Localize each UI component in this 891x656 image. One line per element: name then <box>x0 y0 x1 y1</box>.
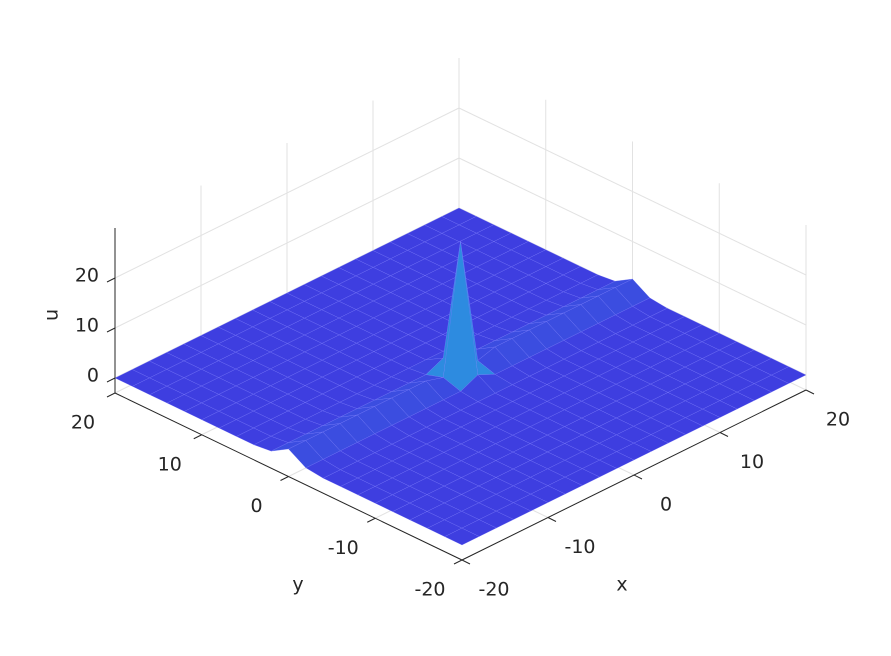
x-tick-label: -10 <box>564 536 595 558</box>
x-tick-label: 10 <box>740 451 764 473</box>
y-tick-label: 20 <box>71 412 95 434</box>
x-tick <box>547 517 557 522</box>
x-axis-label: x <box>616 574 627 596</box>
z-tick <box>106 277 116 283</box>
x-tick-label: 20 <box>826 409 850 431</box>
z-tick <box>106 377 116 383</box>
grid-line <box>458 107 807 276</box>
x-tick <box>633 474 643 480</box>
x-tick <box>805 389 815 395</box>
surface-patch <box>444 527 480 546</box>
x-tick <box>719 432 729 437</box>
grid-line <box>114 107 460 279</box>
x-tick-label: 0 <box>660 494 672 516</box>
x-tick <box>461 559 471 565</box>
z-tick-label: 20 <box>75 265 99 287</box>
x-tick-label: -20 <box>478 579 509 601</box>
y-axis-label: y <box>292 574 303 596</box>
y-tick-label: 10 <box>158 453 182 475</box>
z-axis-label: u <box>41 309 63 321</box>
grid-line <box>114 157 460 329</box>
z-tick-label: 0 <box>87 365 99 387</box>
y-tick <box>193 434 202 440</box>
y-tick <box>280 476 289 481</box>
grid-line <box>458 157 807 326</box>
z-tick-label: 10 <box>75 315 99 337</box>
y-tick <box>453 559 463 565</box>
y-tick-label: -20 <box>414 579 445 601</box>
y-tick-label: -10 <box>328 537 359 559</box>
y-tick-label: 0 <box>250 495 262 517</box>
z-tick <box>106 327 116 333</box>
y-tick <box>106 392 116 398</box>
y-tick <box>367 517 376 523</box>
